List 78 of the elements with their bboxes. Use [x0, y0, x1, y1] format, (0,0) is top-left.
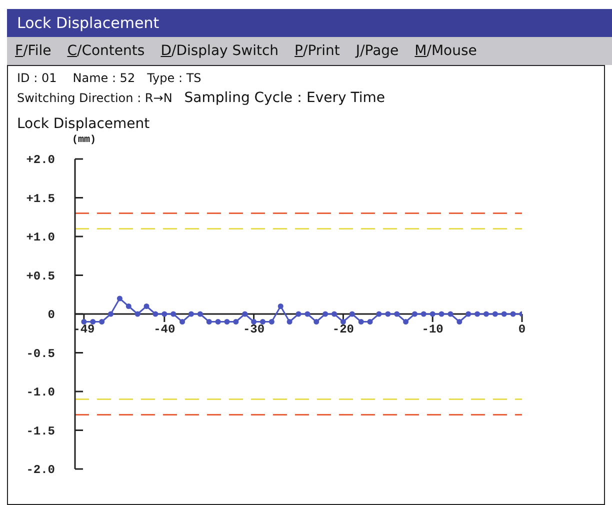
point: [242, 311, 248, 317]
point: [322, 311, 328, 317]
text: Name : 52: [72, 71, 136, 85]
point: [99, 319, 105, 324]
point: [206, 319, 212, 324]
text: P/Print: [294, 43, 340, 59]
point: [474, 311, 480, 317]
point: [224, 319, 230, 324]
text: J/Page: [356, 43, 399, 59]
text: C/Contents: [67, 43, 145, 59]
point: [90, 319, 96, 324]
text: F/File: [15, 43, 52, 59]
point: [260, 319, 266, 324]
point: [420, 311, 426, 317]
y-tick-label: +1.5: [26, 192, 55, 206]
x-tick-label: -30: [242, 322, 265, 337]
point: [188, 311, 194, 317]
point: [385, 311, 391, 317]
x-tick-label: -10: [422, 322, 444, 337]
chart-title: Lock Displacement: [17, 116, 150, 132]
point: [483, 311, 489, 317]
text: Type : TS: [147, 71, 202, 85]
point: [358, 319, 364, 324]
point: [412, 311, 418, 317]
point: [126, 304, 132, 309]
point: [152, 311, 158, 317]
text: D/Display Switch: [160, 43, 279, 59]
point: [510, 311, 516, 317]
point: [448, 311, 454, 317]
point: [197, 311, 203, 317]
y-tick-label: -1.5: [26, 424, 55, 438]
x-tick-label: -49: [73, 322, 95, 337]
x-tick-label: -20: [332, 322, 354, 337]
point: [144, 304, 150, 309]
point: [456, 319, 462, 324]
point: [108, 311, 114, 317]
point: [268, 319, 274, 324]
point: [492, 311, 498, 317]
point: [278, 304, 284, 309]
point: [215, 319, 221, 324]
text: ID : 01: [17, 71, 57, 85]
point: [314, 319, 320, 324]
y-tick-label: 0: [48, 308, 55, 322]
text: Switching Direction : R→N: [17, 91, 172, 105]
point: [116, 296, 122, 302]
point: [466, 311, 472, 317]
point: [349, 311, 355, 317]
y-tick-label: -2.0: [26, 463, 55, 477]
point: [162, 311, 168, 317]
point: [170, 311, 176, 317]
point: [296, 311, 302, 317]
point: [367, 319, 373, 324]
y-tick-label: -0.5: [26, 346, 55, 361]
y-tick-label: +2.0: [26, 153, 55, 167]
point: [340, 319, 346, 324]
point: [134, 311, 140, 317]
y-tick-label: -1.0: [26, 386, 55, 400]
point: [332, 311, 338, 317]
point: [430, 311, 436, 317]
point: [394, 311, 400, 317]
text: M/Mouse: [414, 43, 477, 59]
point: [180, 319, 186, 324]
point: [304, 311, 310, 317]
x-tick-label: 0: [518, 322, 526, 337]
point: [501, 311, 507, 317]
y-tick-label: +0.5: [26, 269, 55, 284]
y-axis-title: (mm): [72, 135, 96, 146]
point: [251, 319, 257, 324]
point: [81, 319, 87, 324]
x-tick-label: -40: [154, 322, 176, 337]
y-tick-label: +1.0: [26, 230, 55, 244]
point: [438, 311, 444, 317]
point: [403, 319, 409, 324]
text: Sampling Cycle：Every Time: [184, 90, 386, 106]
point: [233, 319, 239, 324]
point: [376, 311, 382, 317]
text: Lock Displacement: [7, 9, 612, 37]
point: [286, 319, 292, 324]
